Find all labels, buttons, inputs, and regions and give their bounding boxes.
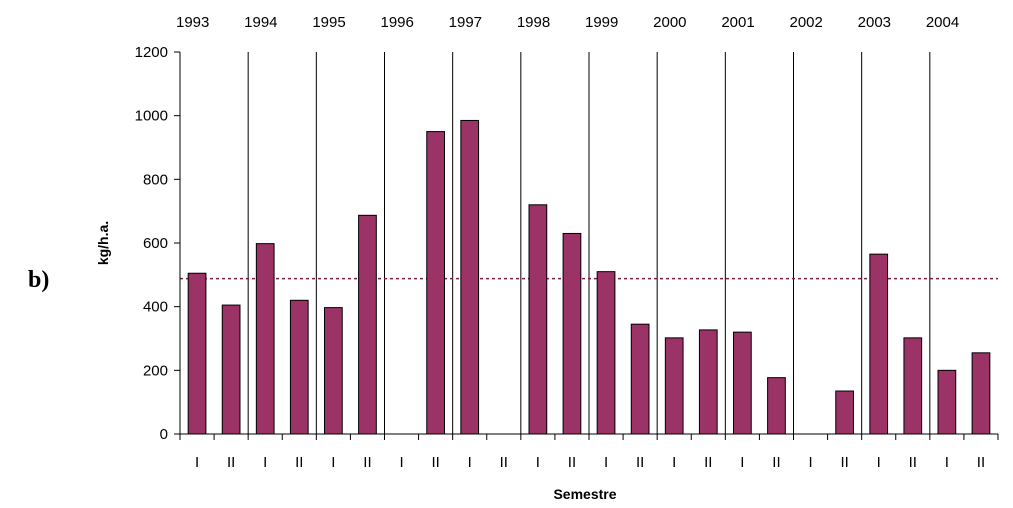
bar <box>835 390 854 435</box>
bar <box>869 253 889 435</box>
semester-label: I <box>195 454 199 471</box>
year-label: 1994 <box>244 14 277 31</box>
semester-label: II <box>568 454 576 471</box>
year-label: 1997 <box>449 14 482 31</box>
x-axis-title: Semestre <box>553 486 616 502</box>
bar <box>937 369 957 435</box>
semester-label: I <box>945 454 949 471</box>
semester-label: II <box>431 454 439 471</box>
semester-label: I <box>604 454 608 471</box>
y-tick-label: 1000 <box>135 108 168 125</box>
year-label: 2001 <box>721 14 754 31</box>
semester-label: I <box>536 454 540 471</box>
bar <box>528 204 548 435</box>
year-label: 1993 <box>176 14 209 31</box>
semester-label: II <box>704 454 712 471</box>
semester-label: I <box>468 454 472 471</box>
semester-label: I <box>808 454 812 471</box>
semester-label: II <box>840 454 848 471</box>
y-tick-label: 200 <box>143 362 168 379</box>
year-label: 2003 <box>858 14 891 31</box>
year-label: 1998 <box>517 14 550 31</box>
semester-label: II <box>500 454 508 471</box>
bar <box>426 131 445 435</box>
semester-label: I <box>672 454 676 471</box>
bar <box>630 323 650 435</box>
semester-label: I <box>740 454 744 471</box>
bar <box>255 243 275 435</box>
semester-label: I <box>877 454 881 471</box>
bar <box>358 214 377 435</box>
y-axis-title: kg/h.a. <box>95 221 111 265</box>
bar <box>664 337 684 435</box>
semester-label: II <box>227 454 235 471</box>
bar <box>596 271 616 435</box>
semester-label: II <box>363 454 371 471</box>
year-label: 2002 <box>790 14 823 31</box>
semester-label: I <box>331 454 335 471</box>
bar <box>733 331 752 435</box>
bar <box>767 377 786 435</box>
year-label: 2004 <box>926 14 959 31</box>
bars <box>187 119 991 435</box>
bar <box>289 299 309 435</box>
axes <box>174 51 999 440</box>
bar <box>324 307 343 435</box>
semester-label: II <box>772 454 780 471</box>
bar <box>903 337 923 435</box>
year-label: 1995 <box>312 14 345 31</box>
semester-label: II <box>295 454 303 471</box>
bar <box>971 352 991 435</box>
y-tick-label: 800 <box>143 171 168 188</box>
semester-label: I <box>399 454 403 471</box>
bar <box>460 119 480 435</box>
bar <box>698 329 718 435</box>
year-separator-grid <box>247 52 931 434</box>
y-tick-label: 1200 <box>135 44 168 61</box>
year-label: 1999 <box>585 14 618 31</box>
year-label: 1996 <box>381 14 414 31</box>
y-tick-label: 400 <box>143 299 168 316</box>
y-tick-label: 0 <box>160 426 168 443</box>
bar <box>562 232 582 435</box>
panel-label: b) <box>28 267 49 293</box>
semester-label: II <box>909 454 917 471</box>
year-label: 2000 <box>653 14 686 31</box>
bar <box>187 272 207 435</box>
semester-label: II <box>636 454 644 471</box>
semester-label: I <box>263 454 267 471</box>
y-tick-label: 600 <box>143 235 168 252</box>
bar <box>221 304 241 435</box>
semester-label: II <box>977 454 985 471</box>
